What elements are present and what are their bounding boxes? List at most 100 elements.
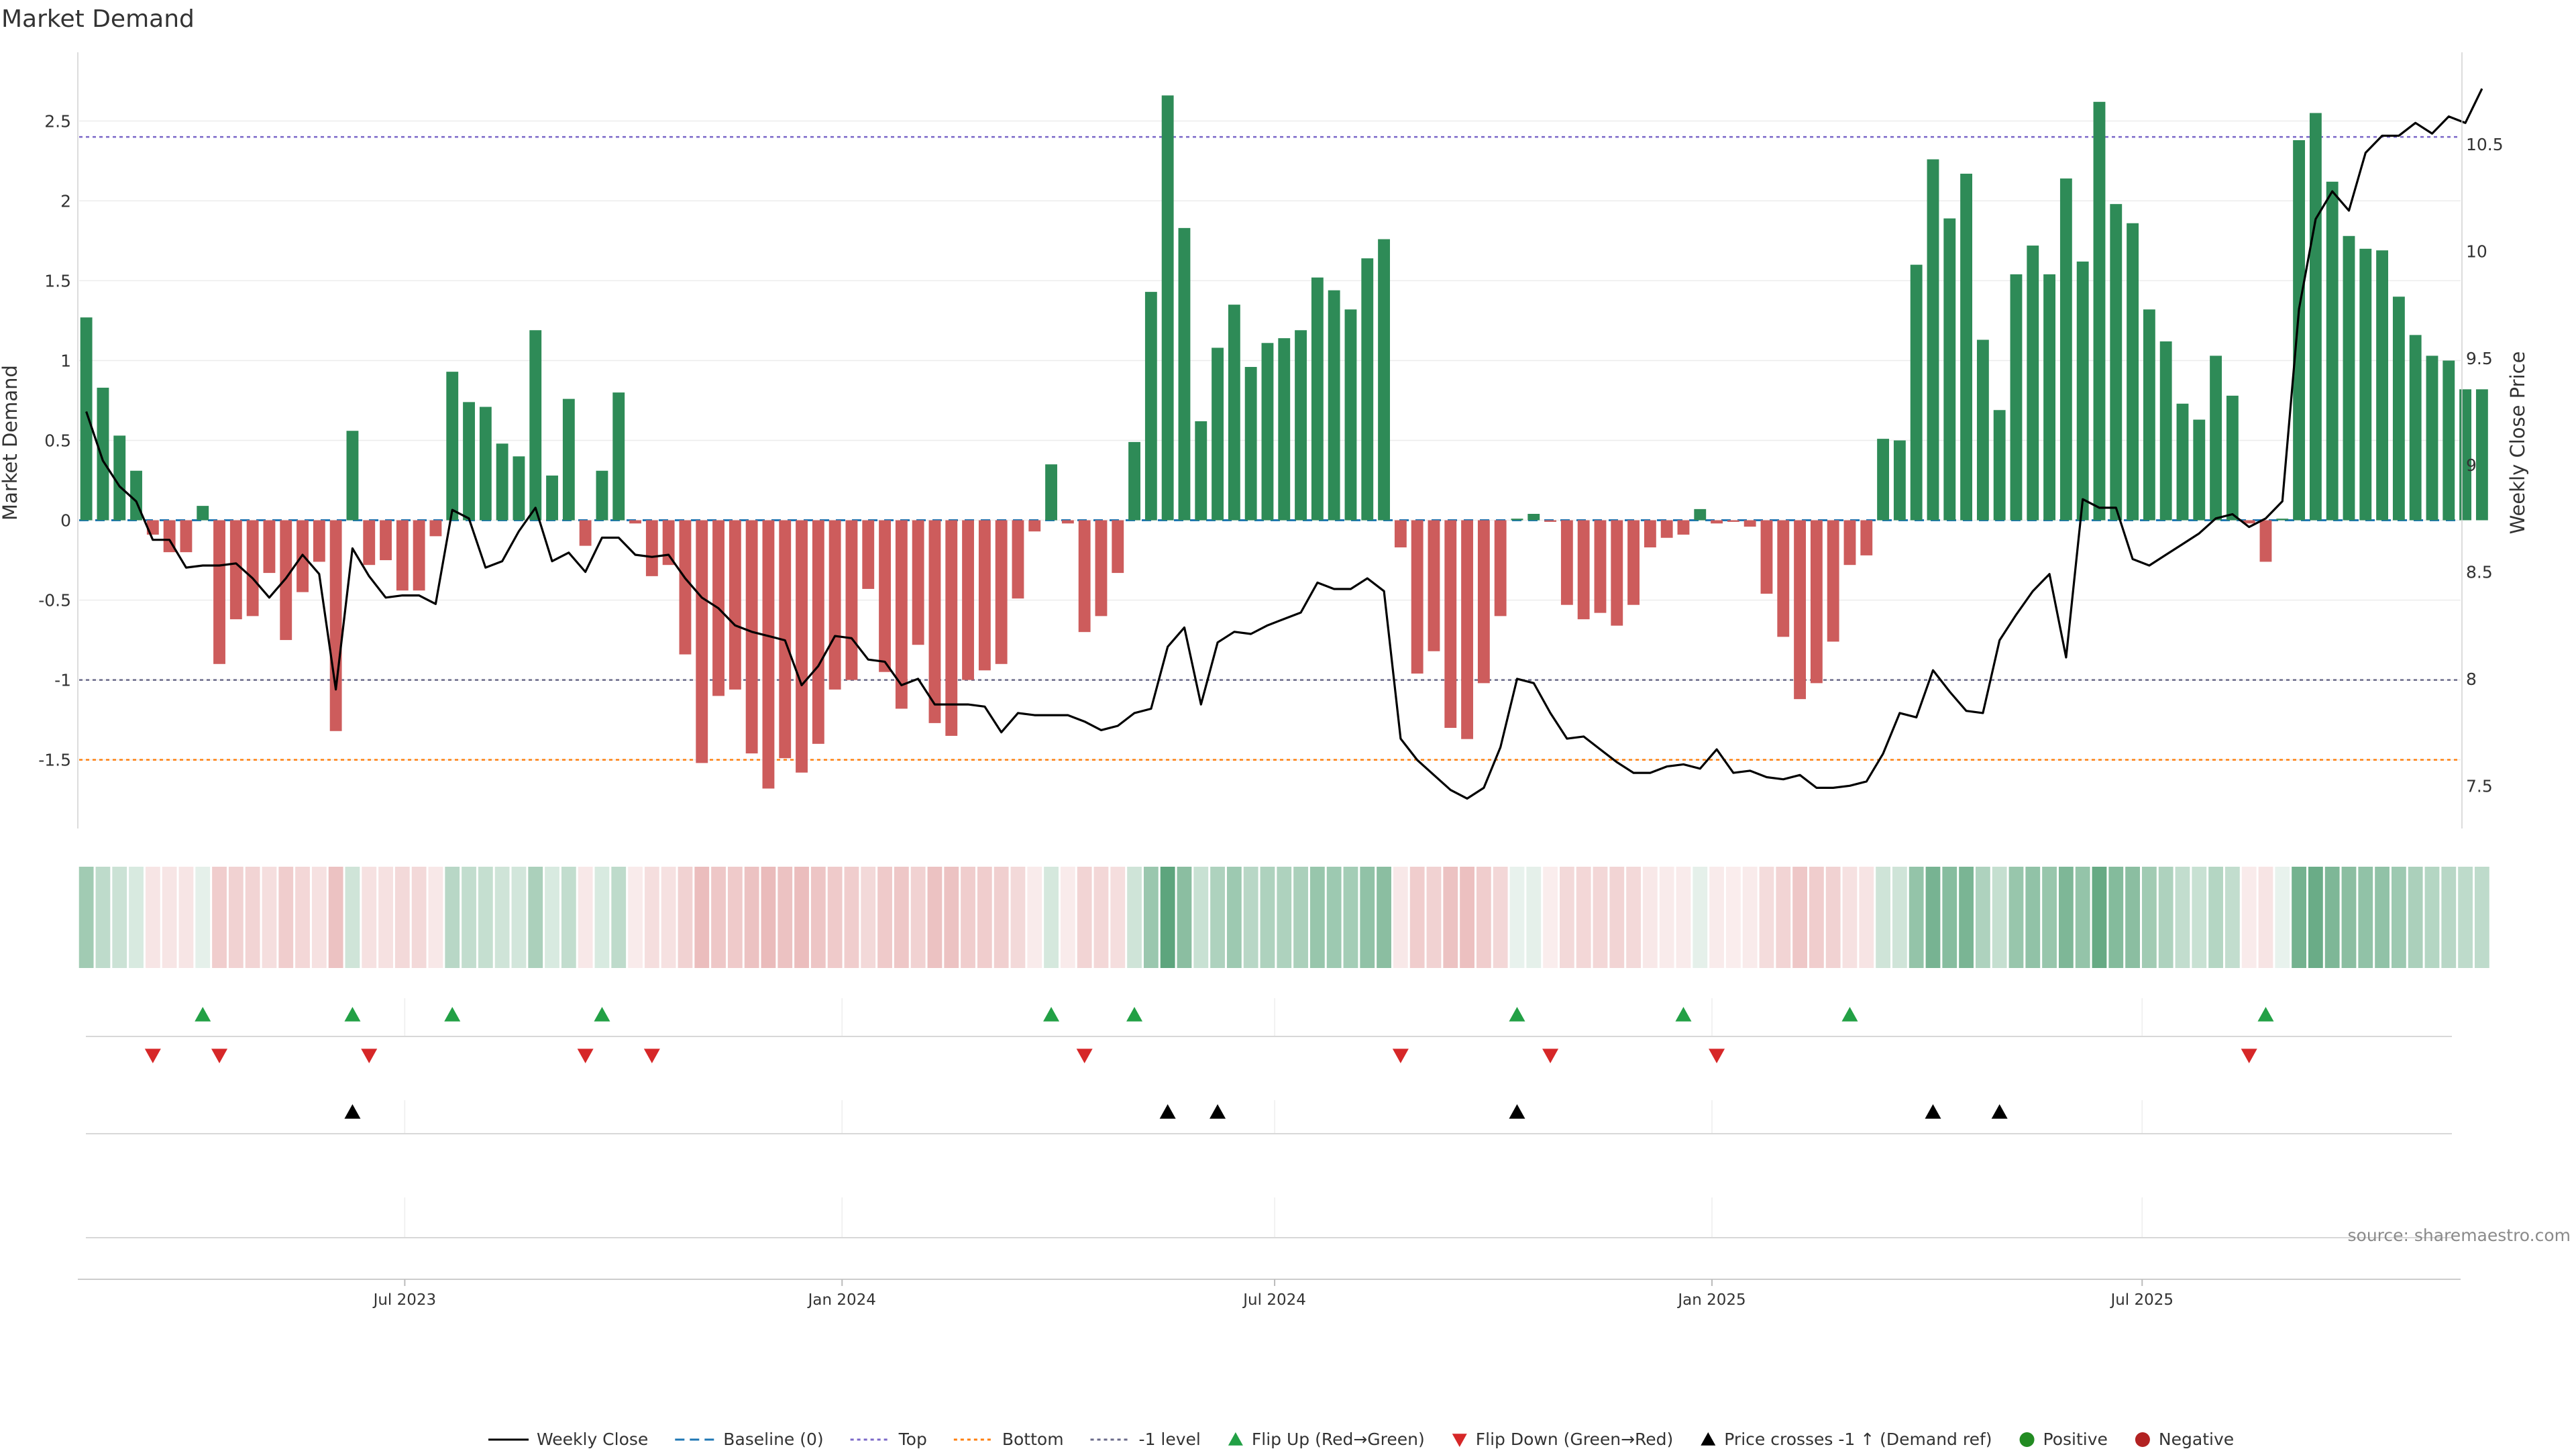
heat-cell [644,867,659,968]
y2-tick-label: 8.5 [2466,563,2493,582]
demand-bar [1361,258,1374,521]
demand-bar [1494,520,1507,616]
demand-bar [1660,520,1673,538]
flip-down-marker [577,1049,594,1063]
heat-cell [129,867,144,968]
heat-cell [1326,867,1342,968]
heat-cell [1859,867,1874,968]
demand-bar [1028,520,1041,532]
heat-cell [1210,867,1225,968]
legend-label: Flip Down (Green→Red) [1476,1430,1674,1449]
heat-cell [1060,867,1075,968]
flip-up-marker [2257,1007,2274,1022]
demand-bar [2376,250,2389,521]
demand-bar [1012,520,1024,599]
demand-bar [2093,101,2106,521]
heat-cell [2408,867,2423,968]
heat-cell [1277,867,1292,968]
heat-cell [777,867,793,968]
heat-cell [578,867,593,968]
heat-cell [1377,867,1391,968]
demand-bar [97,387,109,521]
heat-cell [2058,867,2074,968]
demand-bar [2293,140,2306,521]
price-cross-marker [1991,1104,2008,1119]
heat-cell [1992,867,2007,968]
heat-cell [2324,867,2340,968]
demand-bar [1644,520,1656,548]
heat-cell [2158,867,2174,968]
legend-item: -1 level [1090,1430,1201,1449]
legend-item: Positive [2019,1430,2108,1449]
flip-up-marker [195,1007,211,1022]
legend-label: Flip Up (Red→Green) [1252,1430,1425,1449]
flip-up-marker [594,1007,610,1022]
heat-cell [2075,867,2090,968]
legend-label: Price crosses -1 ↑ (Demand ref) [1724,1430,1992,1449]
heat-cell [1759,867,1774,968]
demand-bar [1711,520,1723,524]
heat-cell [528,867,543,968]
price-cross-marker [1925,1104,1941,1119]
heat-cell [2258,867,2273,968]
demand-bar [729,520,741,690]
heat-cell [2375,867,2390,968]
demand-bar [529,330,542,521]
heat-cell [727,867,743,968]
demand-bar [329,520,342,731]
heat-cell [1127,867,1142,968]
demand-bar [928,520,941,723]
demand-bar [2409,335,2422,521]
heat-cell [1642,867,1658,968]
demand-bar [1777,520,1790,637]
flip-up-marker [1043,1007,1060,1022]
demand-bar [1511,519,1523,521]
heat-cell [2208,867,2223,968]
x-tick-label: Jul 2023 [372,1291,437,1309]
legend-swatch [1228,1432,1243,1446]
heat-cell [810,867,826,968]
heat-cell [1975,867,1990,968]
heat-cell [394,867,410,968]
heat-cell [345,867,360,968]
demand-bar [1411,520,1424,674]
legend-item: Negative [2135,1430,2234,1449]
heat-cell [1693,867,1708,968]
demand-bar [562,398,575,521]
demand-bar [429,520,442,537]
heat-cell [511,867,527,968]
heat-cell [1193,867,1209,968]
y-tick-label: 2.5 [44,111,71,131]
demand-bar [1444,520,1457,729]
y-tick-label: 0 [60,511,71,531]
demand-bar [2193,419,2206,521]
legend-item: Bottom [953,1430,1064,1449]
y-tick-label: 1 [60,351,71,370]
demand-bar [2076,261,2089,521]
demand-bar [413,520,425,591]
demand-bar [363,520,376,566]
heat-cell [694,867,710,968]
demand-bar [629,520,641,524]
demand-bar [2475,389,2488,521]
heat-cell [1044,867,1059,968]
flip-up-marker [444,1007,461,1022]
flip-down-marker [643,1049,660,1063]
demand-bar [2243,520,2255,524]
heat-cell [1842,867,1858,968]
flip-up-marker [1126,1007,1143,1022]
heat-cell [1260,867,1275,968]
heat-cell [678,867,693,968]
heat-cell [195,867,211,968]
demand-bar [1843,520,1856,566]
demand-bar [2326,181,2339,521]
demand-bar [1144,292,1157,521]
heat-cell [561,867,576,968]
y2-tick-label: 8 [2466,669,2477,689]
heat-cell [1626,867,1641,968]
heat-cell [594,867,610,968]
demand-bar [2359,248,2372,521]
heat-cell [1243,867,1258,968]
flip-up-marker [1841,1007,1858,1022]
heat-cell [1543,867,1558,968]
